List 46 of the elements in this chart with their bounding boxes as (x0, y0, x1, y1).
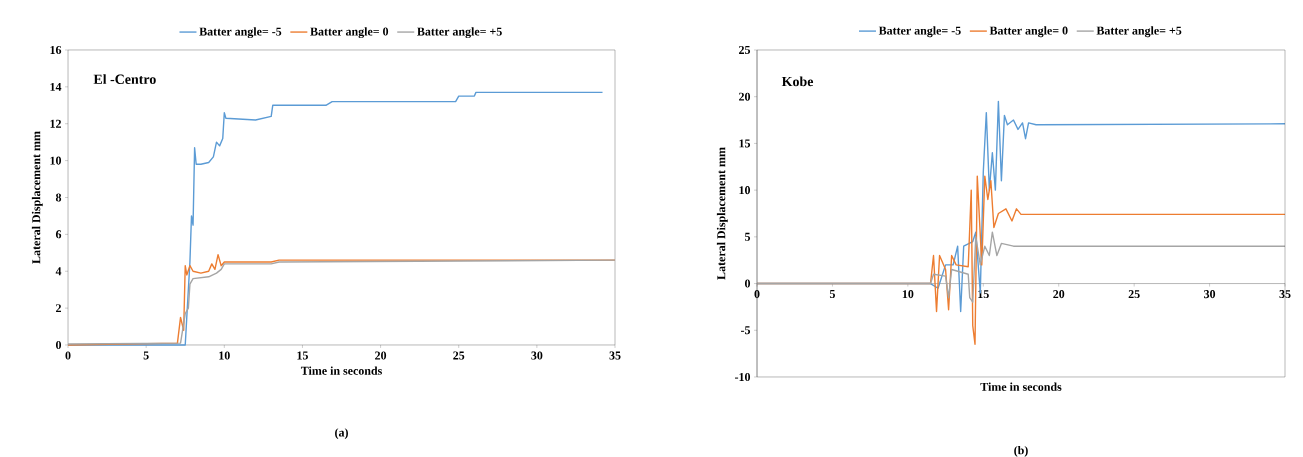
y-tick-label: 10 (50, 156, 62, 165)
legend-label: Batter angle= +5 (417, 27, 502, 39)
x-tick-label: 0 (65, 351, 71, 360)
y-tick-label: 25 (739, 45, 751, 54)
y-tick-label: 12 (50, 119, 61, 128)
y-tick-label: 6 (55, 230, 62, 239)
x-tick-label: 30 (531, 351, 543, 360)
y-tick-label: 20 (739, 92, 751, 101)
legend-label: Batter angle= -5 (199, 27, 282, 39)
y-tick-label: 14 (50, 82, 62, 91)
y-tick-label: 8 (55, 193, 62, 202)
x-tick-label: 5 (143, 351, 149, 360)
legend-label: Batter angle= 0 (989, 26, 1068, 38)
x-tick-label: 25 (1128, 290, 1140, 299)
y-tick-label: 5 (745, 232, 751, 241)
y-axis-title: Lateral Displacement mm (31, 131, 43, 264)
text: Kobe (781, 76, 814, 87)
x-axis-title: Time in seconds (980, 382, 1062, 391)
x-tick-label: 15 (297, 351, 308, 360)
x-tick-label: 5 (829, 290, 835, 298)
x-axis-title: Time in seconds (300, 366, 382, 375)
x-tick-label: 0 (754, 290, 760, 299)
y-tick-label: -5 (740, 326, 751, 335)
y-tick-label: -10 (735, 372, 751, 382)
x-tick-label: 20 (375, 351, 387, 360)
text: (a) (335, 428, 348, 439)
y-tick-label: 15 (739, 139, 751, 148)
y-tick-label: 0 (55, 340, 62, 350)
y-axis-title: Lateral Displacement mm (716, 147, 728, 280)
legend-label: Batter angle= 0 (310, 27, 389, 39)
x-tick-label: 35 (1279, 290, 1291, 299)
y-tick-label: 16 (50, 45, 62, 54)
y-tick-label: 0 (744, 279, 751, 288)
x-tick-label: 20 (1053, 290, 1065, 299)
x-tick-label: 10 (219, 351, 230, 360)
y-tick-label: 4 (55, 267, 62, 276)
text: (b) (1014, 445, 1028, 457)
x-tick-label: 10 (902, 290, 914, 299)
legend-label: Batter angle= -5 (878, 26, 961, 38)
x-tick-label: 35 (609, 351, 621, 360)
x-tick-label: 30 (1204, 290, 1216, 299)
y-tick-label: 10 (739, 186, 751, 195)
y-tick-label: 2 (56, 304, 61, 313)
x-tick-label: 25 (453, 351, 465, 360)
legend-label: Batter angle= +5 (1096, 26, 1182, 38)
text: El -Centro (93, 74, 156, 84)
